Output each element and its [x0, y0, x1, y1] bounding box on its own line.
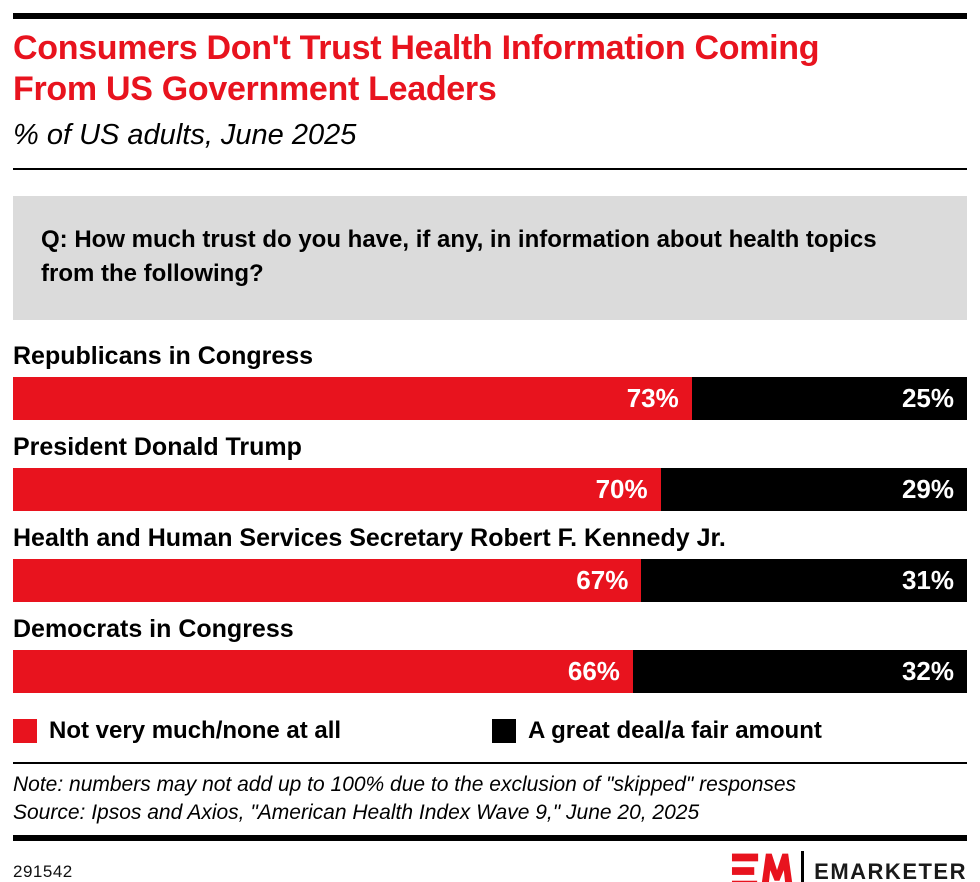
stacked-bar: 70% 29% — [13, 468, 967, 511]
segment-value-label: 25% — [901, 383, 954, 413]
category-label: Democrats in Congress — [13, 615, 294, 643]
survey-question-box: Q: How much trust do you have, if any, i… — [13, 196, 967, 320]
stacked-bar: 66% 32% — [13, 650, 967, 693]
legend-item-great-deal: A great deal/a fair amount — [492, 717, 822, 745]
emarketer-monogram-icon — [732, 853, 793, 882]
footnotes: Note: numbers may not add up to 100% due… — [13, 771, 967, 827]
title-line-2: From US Government Leaders — [13, 70, 497, 108]
legend-item-not-very-much: Not very much/none at all — [13, 717, 492, 745]
bar-row: Health and Human Services Secretary Robe… — [13, 524, 967, 602]
bar-segment-great-deal: 32% — [632, 650, 967, 693]
bar-segment-not-very-much: 73% — [13, 377, 692, 420]
subtitle-divider — [13, 168, 967, 170]
stacked-bar: 73% 25% — [13, 377, 967, 420]
page-title: Consumers Don't Trust Health Information… — [13, 28, 967, 110]
page-subtitle: % of US adults, June 2025 — [13, 119, 357, 151]
title-line-1: Consumers Don't Trust Health Information… — [13, 29, 820, 67]
category-label: Republicans in Congress — [13, 342, 314, 370]
legend-label: A great deal/a fair amount — [528, 716, 822, 744]
logo-divider — [801, 851, 805, 882]
emarketer-logo: EMARKETER — [731, 850, 967, 882]
bar-rows: Republicans in Congress 73% 25% President D… — [13, 342, 967, 693]
bar-row: Republicans in Congress 73% 25% — [13, 342, 967, 420]
bar-row: President Donald Trump 70% 29% — [13, 433, 967, 511]
legend: Not very much/none at all A great deal/a… — [13, 717, 967, 745]
category-label: Health and Human Services Secretary Robe… — [13, 524, 726, 552]
bar-segment-great-deal: 29% — [660, 468, 967, 511]
legend-swatch-black — [492, 718, 516, 743]
note-text: Note: numbers may not add up to 100% due… — [13, 773, 797, 796]
bar-segment-great-deal: 31% — [641, 559, 967, 602]
segment-value-label: 73% — [626, 383, 679, 413]
legend-label: Not very much/none at all — [49, 716, 342, 744]
category-label: President Donald Trump — [13, 433, 302, 461]
segment-value-label: 66% — [567, 656, 620, 686]
segment-value-label: 31% — [901, 565, 954, 595]
legend-swatch-red — [13, 718, 37, 743]
bar-segment-great-deal: 25% — [691, 377, 967, 420]
top-rule — [13, 13, 967, 19]
bar-segment-not-very-much: 66% — [13, 650, 633, 693]
source-text: Source: Ipsos and Axios, "American Healt… — [13, 801, 700, 824]
bar-segment-not-very-much: 67% — [13, 559, 642, 602]
brand-name: EMARKETER — [814, 859, 967, 882]
footer: 291542 EMARKETER — [13, 850, 967, 882]
bar-row: Democrats in Congress 66% 32% — [13, 615, 967, 693]
bottom-rule — [13, 835, 967, 841]
segment-value-label: 70% — [595, 474, 648, 504]
chart-id: 291542 — [13, 862, 73, 881]
survey-question-text: Q: How much trust do you have, if any, i… — [41, 226, 877, 287]
footnote-divider — [13, 762, 967, 764]
stacked-bar: 67% 31% — [13, 559, 967, 602]
segment-value-label: 29% — [901, 474, 954, 504]
segment-value-label: 32% — [901, 656, 954, 686]
segment-value-label: 67% — [576, 565, 629, 595]
bar-segment-not-very-much: 70% — [13, 468, 661, 511]
